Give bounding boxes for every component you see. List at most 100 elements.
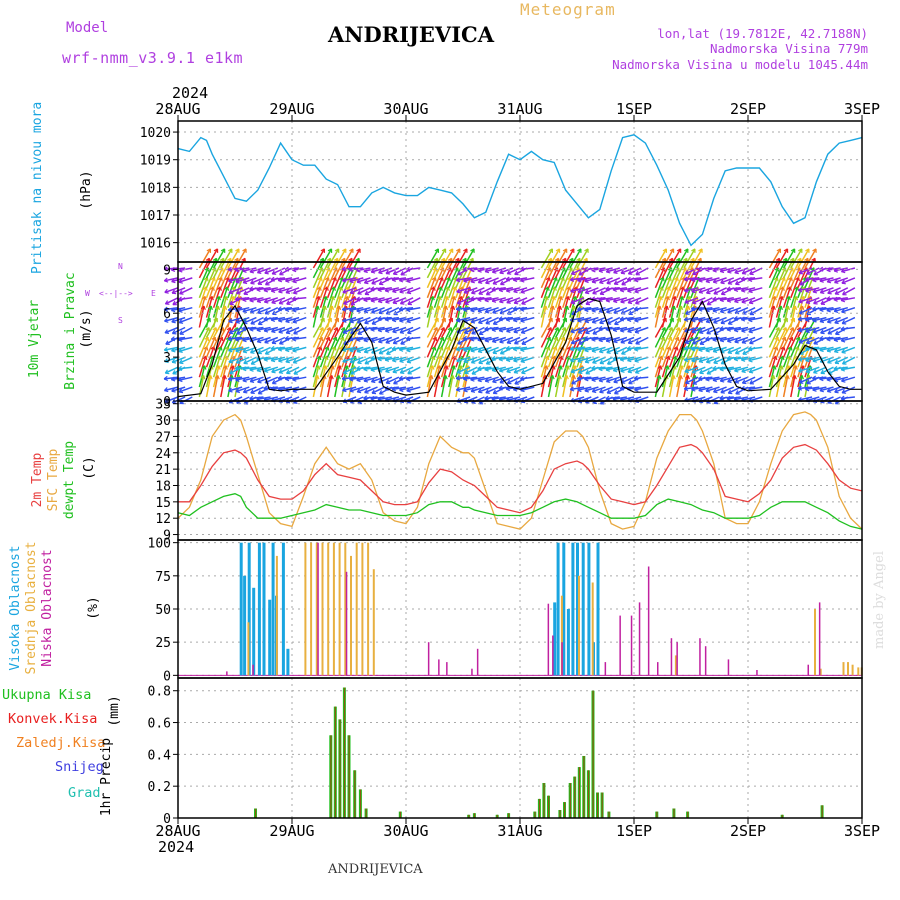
dewpt-temp-line — [177, 493, 863, 530]
wind-arrow-head — [670, 374, 675, 379]
wind-arrow-head — [484, 340, 490, 343]
wind-arrow — [392, 326, 407, 333]
wind-arrow-head — [164, 320, 169, 323]
wind-arrow — [242, 346, 257, 353]
wind-arrow-head — [660, 336, 665, 340]
wind-arrow-head — [215, 295, 220, 300]
wind-arrow — [790, 267, 801, 289]
wind-arrow — [690, 248, 703, 269]
wind-arrow — [356, 346, 371, 353]
wind-arrow — [370, 366, 385, 371]
wind-arrow-head — [685, 342, 690, 345]
wind-arrow-head — [726, 329, 732, 332]
wind-arrow-head — [163, 378, 169, 382]
wind-arrow — [326, 286, 336, 308]
wind-arrow — [591, 297, 606, 300]
wind-arrow — [833, 336, 848, 341]
wind-arrow — [684, 297, 699, 304]
wind-arrow — [705, 386, 720, 392]
wind-arrow-head — [748, 360, 753, 363]
wind-arrow — [478, 386, 492, 393]
wind-arrow-head — [592, 362, 597, 364]
wind-arrow — [278, 356, 293, 362]
ytick-label-0-4: 1020 — [140, 126, 171, 141]
wind-arrow — [819, 386, 834, 392]
wind-arrow-head — [706, 292, 711, 295]
wind-arrow-head — [678, 305, 682, 310]
wind-arrow — [554, 305, 561, 328]
wind-arrow — [343, 297, 357, 305]
wind-arrow — [228, 356, 243, 363]
wind-arrow — [227, 248, 240, 269]
wind-arrow-head — [826, 298, 831, 302]
wind-arrow-head — [292, 350, 297, 353]
wind-arrow — [613, 277, 628, 285]
wind-arrow — [841, 306, 856, 313]
wind-arrow-head — [321, 305, 326, 310]
wind-arrow-head — [349, 350, 354, 353]
wind-arrow — [257, 376, 271, 383]
wind-arrow — [748, 366, 763, 373]
wind-arrow — [342, 326, 357, 334]
wind-arrow — [312, 276, 323, 299]
wind-arrow-head — [356, 379, 361, 383]
wind-arrow — [463, 306, 478, 311]
wind-arrow-head — [492, 271, 497, 274]
wind-arrow-head — [572, 295, 577, 300]
wind-arrow — [741, 316, 756, 321]
wind-arrow-head — [205, 327, 210, 331]
wind-arrow — [205, 267, 217, 289]
wind-arrow — [834, 277, 849, 284]
wind-arrow-head — [684, 302, 690, 304]
legend-snow: Snijeg — [55, 759, 104, 775]
wind-arrow-head — [249, 288, 254, 292]
wind-arrow-head — [792, 365, 797, 370]
wind-arrow-head — [620, 341, 626, 344]
wind-arrow — [691, 386, 706, 391]
wind-arrow-head — [690, 257, 695, 261]
wind-arrow-head — [464, 401, 469, 404]
wind-arrow-head — [664, 365, 669, 370]
wind-arrow — [805, 386, 820, 391]
wind-arrow-head — [605, 369, 611, 372]
wind-arrow-head — [277, 377, 282, 381]
wind-arrow-head — [484, 369, 489, 372]
precip-conv-bar — [564, 802, 566, 818]
cloud-high-bar — [576, 542, 579, 676]
wind-arrows-layer — [163, 248, 856, 405]
wind-arrow — [562, 336, 572, 358]
wind-arrow — [713, 356, 727, 364]
wind-arrow — [456, 366, 471, 374]
wind-arrow — [236, 396, 250, 404]
wind-arrow — [426, 336, 437, 358]
wind-arrow-head — [448, 248, 453, 252]
wind-arrow — [492, 297, 506, 302]
cloud-high-bar — [581, 542, 585, 676]
wind-arrow — [684, 326, 699, 333]
wind-arrow — [661, 346, 671, 368]
wind-arrow-head — [749, 302, 754, 305]
wind-arrow — [392, 336, 407, 345]
wind-arrow-head — [235, 298, 240, 302]
wind-arrow — [285, 376, 300, 380]
wind-arrow — [440, 286, 450, 308]
wind-arrow — [499, 326, 514, 332]
wind-arrow-head — [571, 302, 576, 305]
wind-arrow-head — [164, 349, 169, 352]
wind-arrow — [661, 248, 675, 269]
wind-arrow-head — [292, 379, 297, 382]
wind-arrow-head — [492, 352, 497, 355]
wind-arrow — [485, 306, 499, 313]
wind-arrow-head — [478, 281, 483, 284]
wind-arrow — [456, 277, 471, 282]
wind-arrow-head — [598, 328, 603, 332]
wind-arrow-head — [477, 310, 482, 313]
wind-arrow-head — [499, 370, 504, 373]
wind-arrow — [250, 386, 264, 394]
wind-arrow — [236, 287, 250, 295]
wind-arrow-head — [316, 286, 321, 290]
cloud-low-bar — [252, 664, 254, 676]
wind-arrow — [605, 297, 620, 302]
wind-arrow — [521, 297, 535, 305]
wind-arrow-head — [682, 327, 687, 331]
